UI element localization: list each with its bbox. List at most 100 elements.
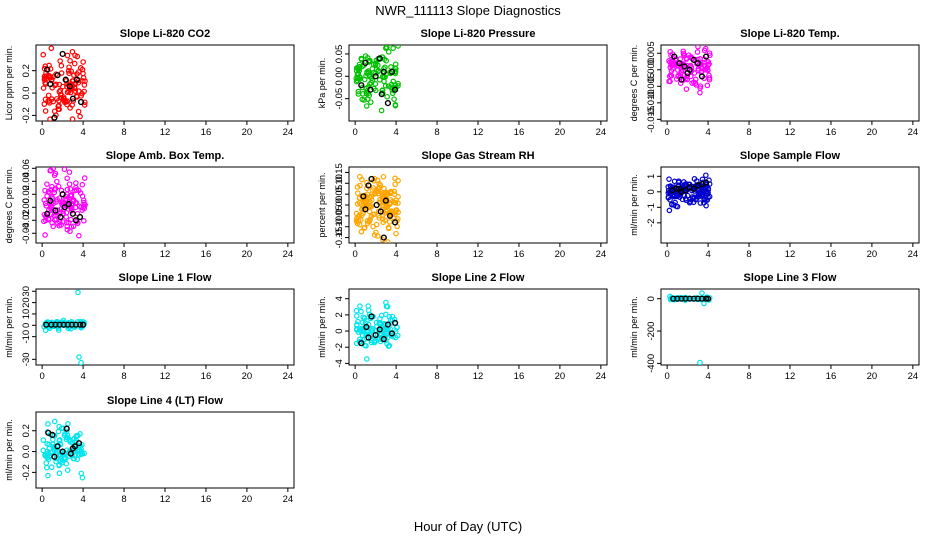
y-axis-label: ml/min per min. [629,296,639,358]
data-point [49,220,55,226]
data-point [69,48,76,55]
data-point [704,82,711,89]
mean-point [69,95,76,102]
mean-point [694,295,701,302]
mean-point [62,76,69,83]
data-point [42,75,48,82]
mean-point [702,179,710,186]
data-point [44,441,51,447]
mean-point [358,82,365,89]
data-point [57,87,64,94]
points-group [353,299,401,362]
data-point [694,49,701,55]
mean-point [391,319,399,327]
mean-point [362,59,369,66]
data-point [61,167,68,173]
x-tick-label: 12 [160,494,171,505]
y-axis-label: percent per min. [317,172,327,237]
x-tick-label: 0 [352,371,357,382]
mean-point [49,431,56,439]
panel-rh: Slope Gas Stream RH 0 4 8 12 16 20 24 -0.15-0.10… [317,150,608,260]
mean-point [77,98,85,106]
data-point [45,421,51,427]
mean-point [702,295,710,302]
data-point [392,101,399,108]
y-tick-label: 0.005 [646,41,657,65]
x-tick-label: 0 [352,127,357,138]
mean-point [59,50,66,58]
data-point [82,78,88,84]
mean-point [52,207,59,214]
data-point [65,421,71,427]
x-axis-label: Hour of Day (UTC) [414,519,522,534]
data-point [687,73,694,80]
y-tick-label: -0.005 [646,73,657,100]
x-tick-label: 20 [867,127,878,138]
data-point [364,218,371,224]
data-point [67,186,74,192]
x-tick-label: 24 [283,371,294,382]
data-point [44,464,50,471]
mean-point [69,210,76,217]
mean-point [690,295,697,302]
x-tick-label: 0 [664,371,669,382]
data-point [79,181,86,188]
x-tick-label: 20 [242,249,253,260]
y-tick-label: 0 [646,189,657,194]
x-tick-label: 20 [555,249,566,260]
mean-point [60,321,67,328]
data-point [355,213,362,220]
data-point [692,76,699,83]
x-tick-label: 16 [201,127,212,138]
data-point [58,62,65,69]
mean-point [73,76,81,83]
panel-title: Slope Line 3 Flow [744,272,837,284]
data-point [81,102,88,108]
y-tick-label: 0.00 [334,196,345,215]
mean-point [391,219,399,226]
x-tick-label: 4 [80,371,85,382]
mean-point [365,334,372,341]
data-point [395,80,401,87]
data-point [353,313,360,319]
panel-co2: Slope Li-820 CO2 0 4 8 12 16 20 24 -0.2 0.0 0.2 Lic… [4,28,295,138]
y-tick-label: -0.02 [21,209,32,231]
panel-title: Slope Amb. Box Temp. [106,150,225,162]
points-group [41,167,88,239]
x-tick-label: 0 [39,127,44,138]
data-point [63,436,70,443]
data-point [367,99,374,105]
y-tick-label: 20 [21,297,32,308]
x-tick-label: 16 [826,249,837,260]
data-point [363,103,370,109]
data-point [372,190,378,196]
data-point [361,97,367,103]
data-point [369,325,375,332]
y-tick-label: 0.2 [21,64,32,77]
mean-point [54,443,61,450]
x-tick-label: 4 [80,494,85,505]
data-point [79,90,85,97]
data-point [355,91,362,97]
data-point [56,195,63,201]
data-point [363,356,370,362]
x-tick-label: 4 [705,371,710,382]
data-point [380,173,387,180]
data-point [697,200,704,206]
mean-point [684,69,691,77]
mean-point [702,53,710,60]
data-point [67,439,73,445]
mean-point [380,336,387,343]
mean-point [72,217,80,224]
points-group [353,173,401,243]
data-point [703,172,709,179]
data-point [395,177,401,184]
data-point [53,81,59,88]
data-point [58,95,64,101]
x-tick-label: 12 [785,371,796,382]
data-point [42,200,49,207]
data-point [73,187,80,193]
data-point [45,92,52,99]
x-tick-label: 8 [434,371,439,382]
y-tick-label: 0.02 [21,185,32,204]
